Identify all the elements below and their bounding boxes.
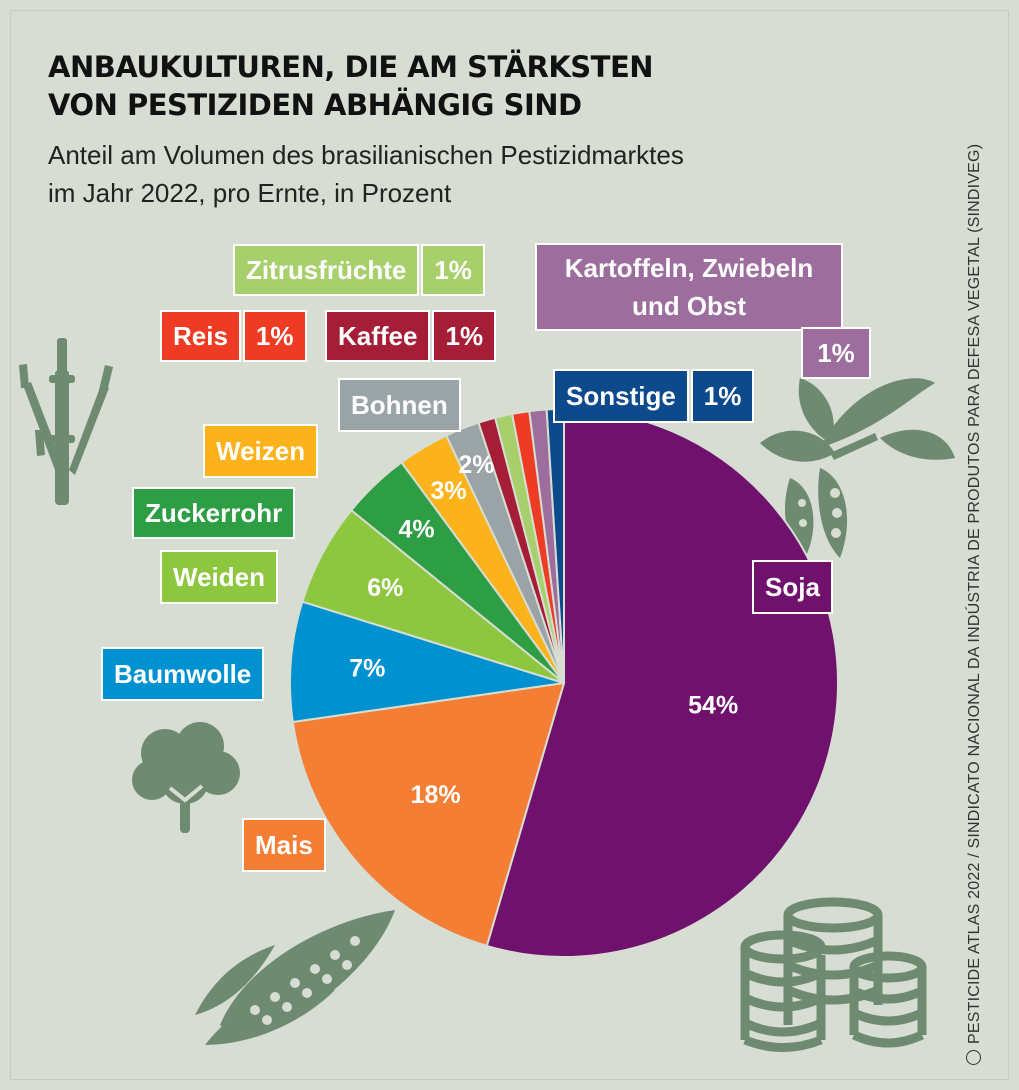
tag-name: Reis bbox=[160, 310, 241, 362]
tag-name: Baumwolle bbox=[101, 647, 265, 701]
source-note: PESTICIDE ATLAS 2022 / SINDICATO NACIONA… bbox=[966, 144, 984, 1065]
legend-tag-reis: Reis 1% bbox=[160, 310, 307, 362]
tag-name: Weiden bbox=[160, 550, 278, 604]
tag-name: Zitrusfrüchte bbox=[233, 244, 420, 296]
tag-value: 1% bbox=[421, 244, 485, 296]
legend-tag-weiden: Weiden bbox=[160, 550, 278, 604]
legend-tag-mais: Mais bbox=[242, 818, 326, 872]
legend-tag-soja: Soja bbox=[752, 560, 833, 614]
tag-name: Weizen bbox=[203, 424, 319, 478]
tag-name: Kaffee bbox=[325, 310, 431, 362]
tag-value: 1% bbox=[432, 310, 497, 362]
chart-frame bbox=[10, 10, 1009, 1080]
title-line-1: ANBAUKULTUREN, DIE AM STÄRKSTEN bbox=[48, 50, 654, 84]
legend-tag-kaffee: Kaffee 1% bbox=[325, 310, 497, 362]
tag-name: Bohnen bbox=[338, 378, 461, 432]
tag-value: 1% bbox=[801, 327, 871, 379]
slice-value-label: 18% bbox=[411, 781, 461, 809]
pie-slice-baumwolle bbox=[289, 600, 565, 724]
legend-tag-baumwolle: Baumwolle bbox=[101, 647, 265, 701]
source-text: PESTICIDE ATLAS 2022 / SINDICATO NACIONA… bbox=[966, 143, 983, 1044]
slice-value-label: 4% bbox=[398, 515, 434, 543]
sugarcane-icon bbox=[19, 338, 113, 505]
tag-name: Mais bbox=[242, 818, 326, 872]
corn-icon bbox=[195, 910, 395, 1045]
coins-icon bbox=[740, 897, 927, 1052]
tag-name: Kartoffeln, Zwiebeln und Obst bbox=[535, 243, 843, 331]
pie-slice-mais bbox=[291, 681, 566, 948]
slice-value-label: 54% bbox=[688, 691, 738, 719]
slice-value-label: 6% bbox=[367, 574, 403, 602]
pie-slice-soja bbox=[485, 407, 839, 958]
slice-value-label: 7% bbox=[349, 654, 385, 682]
bean-plant-icon bbox=[760, 378, 955, 558]
title-line-2: VON PESTIZIDEN ABHÄNGIG SIND bbox=[48, 88, 582, 122]
slice-value-label: 2% bbox=[458, 451, 494, 479]
legend-tag-bohnen: Bohnen bbox=[338, 378, 461, 432]
tag-name: Soja bbox=[752, 560, 833, 614]
cotton-icon bbox=[132, 722, 240, 833]
legend-tag-kartoffeln: Kartoffeln, Zwiebeln und Obst 1% bbox=[535, 243, 871, 379]
chart-subtitle: Anteil am Volumen des brasilianischen Pe… bbox=[48, 136, 684, 212]
tag-name: Zuckerrohr bbox=[132, 487, 296, 539]
legend-tag-weizen: Weizen bbox=[203, 424, 319, 478]
legend-tag-zuckerrohr: Zuckerrohr bbox=[132, 487, 296, 539]
legend-tag-zitrusfruechte: Zitrusfrüchte 1% bbox=[233, 244, 485, 296]
tag-name: Sonstige bbox=[553, 369, 689, 423]
tag-value: 1% bbox=[690, 369, 755, 423]
tag-value: 1% bbox=[242, 310, 307, 362]
copyright-icon bbox=[966, 1050, 981, 1065]
legend-tag-sonstige: Sonstige 1% bbox=[553, 369, 755, 423]
slice-value-label: 3% bbox=[431, 477, 467, 505]
subtitle-line-2: im Jahr 2022, pro Ernte, in Prozent bbox=[48, 178, 452, 208]
chart-title: ANBAUKULTUREN, DIE AM STÄRKSTEN VON PEST… bbox=[48, 48, 654, 124]
subtitle-line-1: Anteil am Volumen des brasilianischen Pe… bbox=[48, 140, 684, 170]
